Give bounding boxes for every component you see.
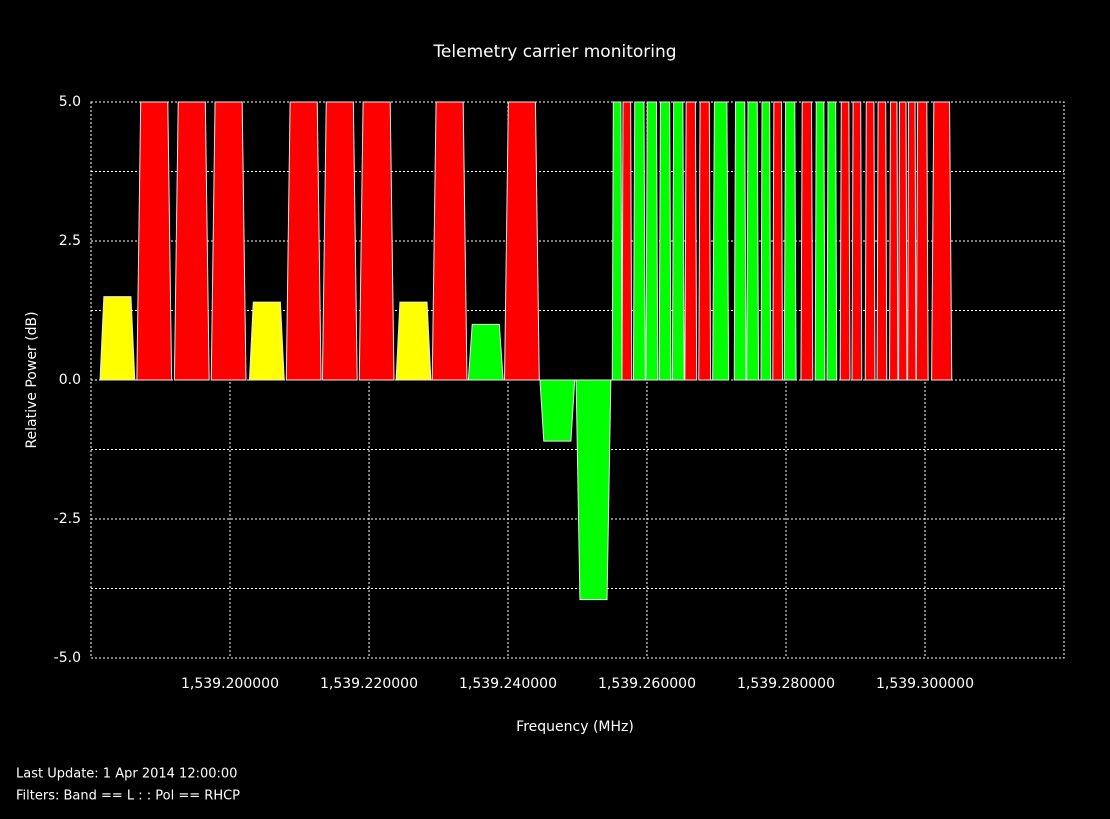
carrier-bar xyxy=(907,101,917,381)
carrier-bar xyxy=(826,101,838,381)
carrier-bar xyxy=(760,101,772,381)
carrier-bar xyxy=(99,296,136,381)
carrier-bar xyxy=(431,101,468,381)
x-tick-label: 1,539.260000 xyxy=(598,676,696,692)
carrier-bar xyxy=(839,101,851,381)
carrier-bar xyxy=(621,101,633,381)
carrier-bar xyxy=(684,101,698,381)
carrier-bar xyxy=(800,101,814,381)
carrier-bar xyxy=(864,101,876,381)
carrier-bar xyxy=(173,101,210,381)
carrier-bar xyxy=(671,101,685,381)
carrier-bar xyxy=(358,101,395,381)
carrier-bar xyxy=(248,301,285,381)
carrier-bar xyxy=(632,101,646,381)
carrier-bar xyxy=(698,101,712,381)
carrier-bar xyxy=(285,101,322,381)
carrier-bar xyxy=(915,101,929,381)
carrier-bar xyxy=(733,101,747,381)
carrier-bar xyxy=(889,101,899,381)
carrier-bar xyxy=(772,101,784,381)
carrier-bar xyxy=(395,301,432,381)
carrier-bar xyxy=(210,101,247,381)
x-tick-label: 1,539.300000 xyxy=(876,676,974,692)
carrier-bar xyxy=(931,101,953,381)
carrier-bar xyxy=(467,323,504,381)
carrier-bar xyxy=(783,101,797,381)
carrier-bar xyxy=(658,101,672,381)
y-axis-label: Relative Power (dB) xyxy=(24,311,40,448)
carrier-bar xyxy=(321,101,358,381)
x-axis-label: Frequency (MHz) xyxy=(516,719,634,735)
carrier-bar xyxy=(746,101,760,381)
carrier-bar xyxy=(851,101,863,381)
last-update: Last Update: 1 Apr 2014 12:00:00 xyxy=(16,767,237,782)
y-tick-label: 5.0 xyxy=(59,94,81,110)
x-tick-label: 1,539.280000 xyxy=(737,676,835,692)
carrier-bar xyxy=(611,101,623,381)
carrier-bar xyxy=(504,101,540,381)
carrier-bar xyxy=(814,101,826,381)
y-tick-label: 0.0 xyxy=(59,372,81,388)
y-tick-label: -2.5 xyxy=(54,511,81,527)
x-tick-label: 1,539.240000 xyxy=(459,676,557,692)
chart-title: Telemetry carrier monitoring xyxy=(432,42,676,62)
carrier-bar xyxy=(539,379,576,442)
y-tick-label: -5.0 xyxy=(54,650,81,666)
carrier-bar xyxy=(876,101,888,381)
carrier-bar xyxy=(136,101,173,381)
x-tick-label: 1,539.200000 xyxy=(181,676,279,692)
carrier-bar xyxy=(575,379,612,601)
carrier-bar xyxy=(712,101,730,381)
y-tick-label: 2.5 xyxy=(59,233,81,249)
carrier-bar xyxy=(645,101,659,381)
filters: Filters: Band == L : : Pol == RHCP xyxy=(16,789,240,804)
x-tick-label: 1,539.220000 xyxy=(320,676,418,692)
carrier-bar xyxy=(898,101,908,381)
